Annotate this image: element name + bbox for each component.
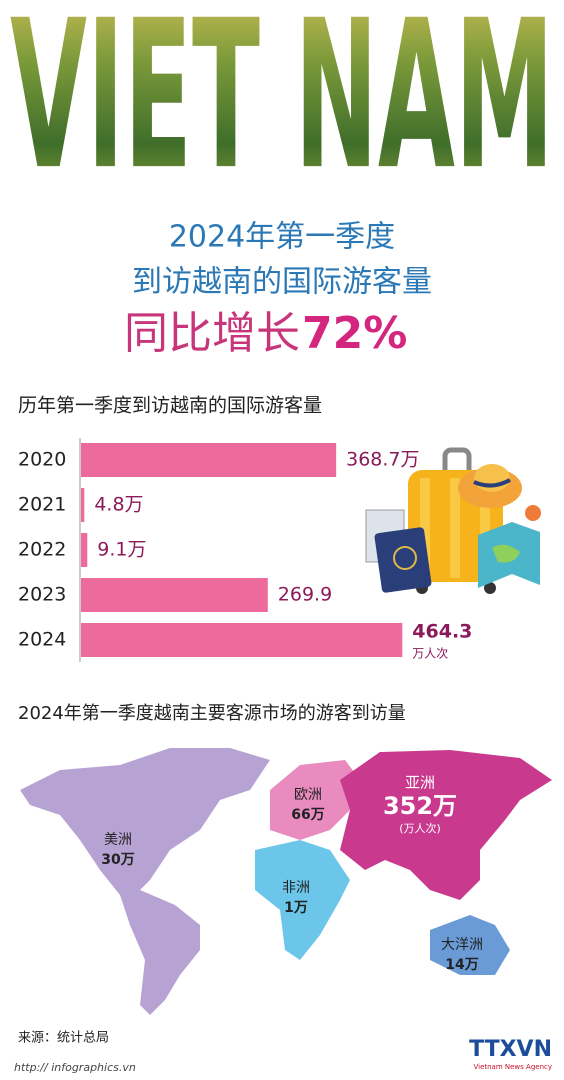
y-tick-label: 2020 — [18, 449, 66, 471]
region-value: 66万 — [291, 807, 324, 823]
banner: VIET NAM — [10, 0, 554, 215]
region-name: 亚洲 — [405, 774, 435, 792]
value-label: 269.9 — [278, 584, 332, 606]
region-name: 大洋洲 — [441, 937, 483, 953]
bar — [81, 578, 268, 612]
oceania — [430, 915, 510, 975]
chart-title: 历年第一季度到访越南的国际游客量 — [18, 395, 322, 417]
region-value: 14万 — [445, 957, 478, 973]
europe — [270, 760, 360, 840]
value-label: 464.3 — [412, 621, 472, 643]
y-tick-label: 2024 — [18, 629, 66, 651]
bar — [81, 623, 403, 657]
region-unit: (万人次) — [399, 821, 441, 835]
agency-sub: Vietnam News Agency — [473, 1063, 552, 1071]
region-name: 美洲 — [104, 832, 132, 848]
y-tick-label: 2022 — [18, 539, 66, 561]
africa — [255, 840, 350, 960]
unit-label: 万人次 — [412, 647, 448, 661]
world-map — [20, 748, 552, 1015]
americas — [20, 748, 270, 1015]
title-highlight: 72% — [302, 308, 407, 359]
value-label: 4.8万 — [94, 494, 143, 516]
value-label: 368.7万 — [346, 449, 419, 471]
map-title: 2024年第一季度越南主要客源市场的游客到访量 — [18, 703, 406, 724]
travel-illustration — [365, 447, 541, 594]
region-value: 30万 — [101, 852, 134, 868]
title-line: 2024年第一季度 — [169, 220, 395, 255]
source: 来源：统计总局 — [18, 1031, 109, 1046]
bar — [81, 533, 88, 567]
bar — [81, 443, 337, 477]
region-name: 欧洲 — [294, 787, 322, 803]
url: http:// infographics.vn — [14, 1061, 136, 1074]
title-line: 同比增长 — [124, 308, 300, 359]
agency-logo: TTXVN — [469, 1037, 552, 1062]
title-line: 到访越南的国际游客量 — [132, 265, 432, 300]
bar — [81, 488, 85, 522]
asia — [340, 750, 552, 900]
region-value: 352万 — [383, 792, 457, 820]
value-label: 9.1万 — [97, 539, 146, 561]
y-tick-label: 2021 — [18, 494, 66, 516]
region-value: 1万 — [284, 900, 308, 916]
y-tick-label: 2023 — [18, 584, 66, 606]
region-name: 非洲 — [282, 880, 310, 896]
